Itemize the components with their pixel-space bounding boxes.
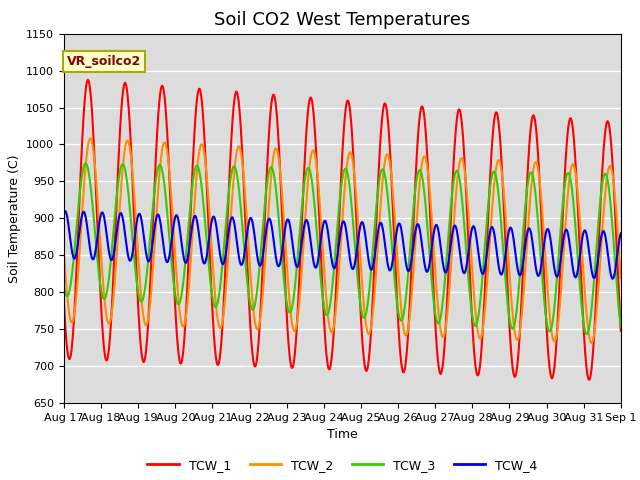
TCW_4 xyxy=(600,228,607,234)
TCW_3 xyxy=(600,173,608,179)
TCW_1 xyxy=(299,204,307,210)
TCW_3 xyxy=(572,233,580,239)
TCW_3 xyxy=(60,285,68,290)
TCW_2 xyxy=(588,340,595,346)
TCW_3 xyxy=(82,160,90,166)
Y-axis label: Soil Temperature (C): Soil Temperature (C) xyxy=(8,154,20,283)
TCW_3 xyxy=(617,324,625,329)
TCW_1 xyxy=(600,143,608,148)
TCW_4 xyxy=(294,263,302,269)
TCW_3 xyxy=(465,278,472,284)
TCW_4 xyxy=(61,208,69,214)
TCW_1 xyxy=(325,366,333,372)
TCW_4 xyxy=(609,276,616,282)
TCW_1 xyxy=(585,377,593,383)
TCW_2 xyxy=(86,136,94,142)
Text: VR_soilco2: VR_soilco2 xyxy=(67,55,141,68)
TCW_1 xyxy=(465,244,472,250)
TCW_1 xyxy=(60,301,68,307)
TCW_2 xyxy=(60,250,68,256)
TCW_2 xyxy=(465,213,472,219)
TCW_2 xyxy=(325,319,333,324)
TCW_1 xyxy=(84,77,92,83)
TCW_4 xyxy=(465,248,472,254)
TCW_4 xyxy=(572,274,580,280)
TCW_2 xyxy=(299,257,307,263)
TCW_3 xyxy=(294,250,302,255)
TCW_4 xyxy=(325,235,333,240)
TCW_2 xyxy=(617,275,625,281)
Title: Soil CO2 West Temperatures: Soil CO2 West Temperatures xyxy=(214,11,470,29)
TCW_1 xyxy=(294,302,302,308)
Line: TCW_3: TCW_3 xyxy=(64,163,621,334)
TCW_3 xyxy=(583,331,591,337)
TCW_1 xyxy=(572,170,580,176)
TCW_3 xyxy=(299,197,307,203)
TCW_4 xyxy=(617,230,625,236)
Legend: TCW_1, TCW_2, TCW_3, TCW_4: TCW_1, TCW_2, TCW_3, TCW_4 xyxy=(142,454,543,477)
TCW_4 xyxy=(299,235,307,240)
TCW_2 xyxy=(294,312,302,318)
TCW_1 xyxy=(617,328,625,334)
Line: TCW_4: TCW_4 xyxy=(64,211,621,279)
TCW_3 xyxy=(325,309,333,315)
Line: TCW_1: TCW_1 xyxy=(64,80,621,380)
Line: TCW_2: TCW_2 xyxy=(64,139,621,343)
TCW_2 xyxy=(572,174,580,180)
TCW_2 xyxy=(600,205,608,211)
X-axis label: Time: Time xyxy=(327,429,358,442)
TCW_4 xyxy=(60,210,68,216)
